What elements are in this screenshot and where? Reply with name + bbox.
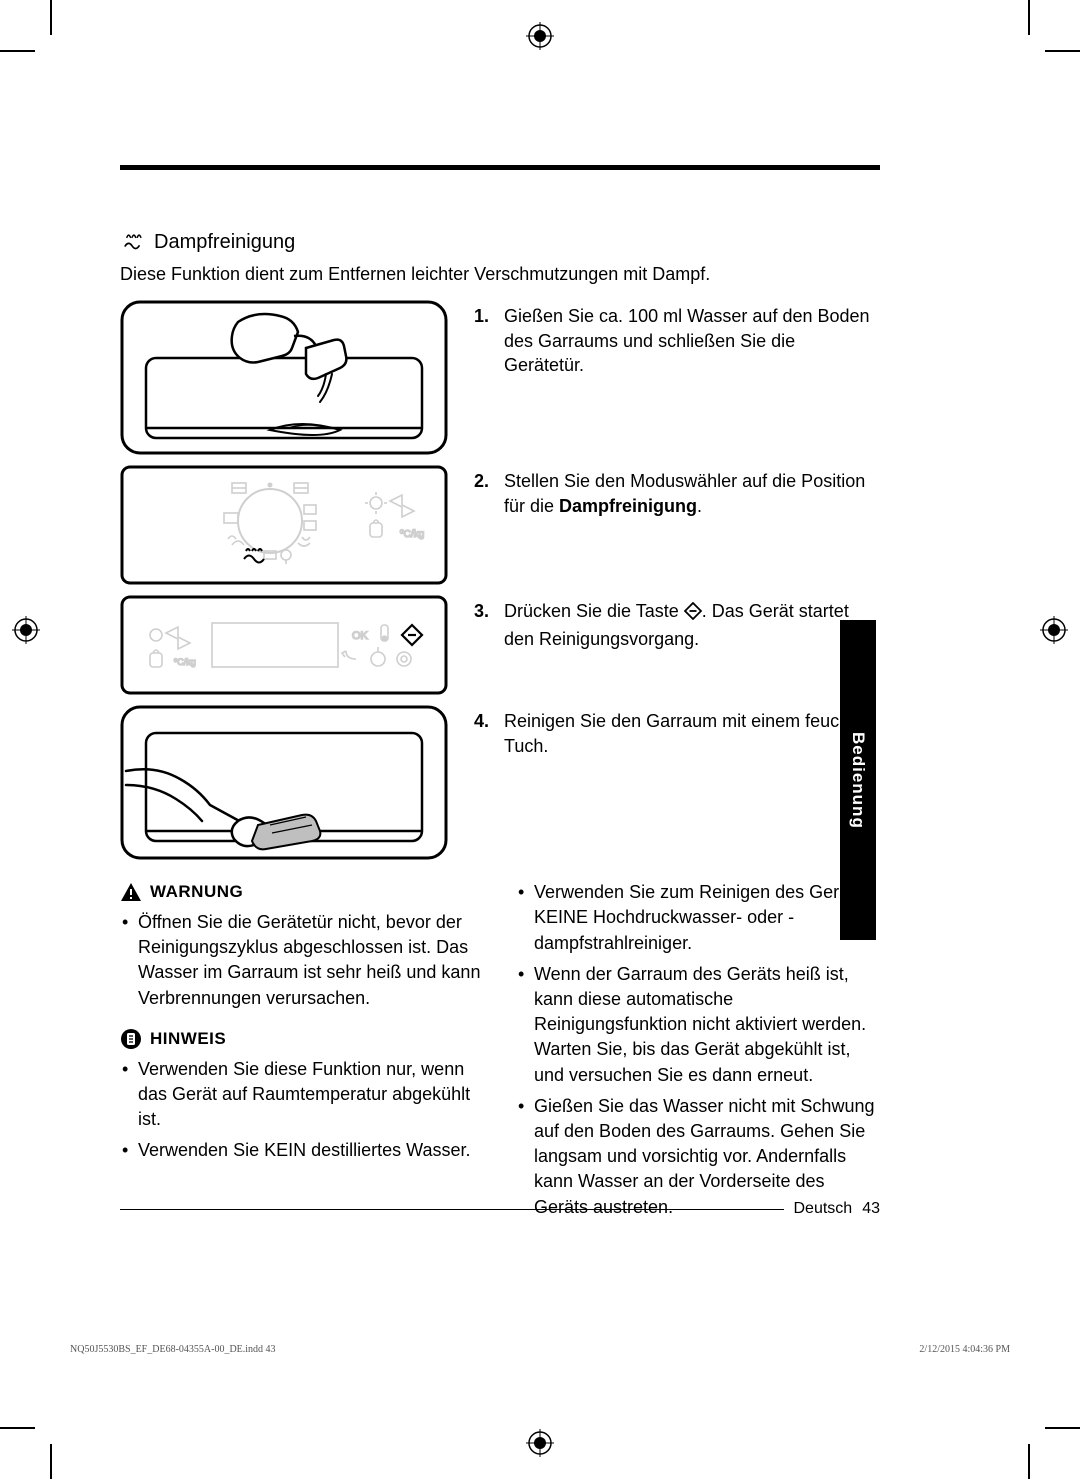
- step2-illustration: ºC/kg: [120, 465, 448, 585]
- print-timestamp: 2/12/2015 4:04:36 PM: [919, 1344, 1010, 1355]
- svg-text:ºC/kg: ºC/kg: [174, 657, 196, 667]
- step-body: Stellen Sie den Moduswähler auf die Posi…: [504, 469, 880, 518]
- note-heading: HINWEIS: [120, 1027, 484, 1051]
- step-row: ºC/kg 2. Stellen Sie den Moduswähler auf…: [120, 465, 880, 585]
- step3-illustration: ºC/kg OK: [120, 595, 448, 695]
- left-column: WARNUNG Öffnen Sie die Gerätetür nicht, …: [120, 880, 484, 1235]
- list-item: Verwenden Sie KEIN destilliertes Wasser.: [120, 1138, 484, 1163]
- step-row: 1. Gießen Sie ca. 100 ml Wasser auf den …: [120, 300, 880, 455]
- list-item: Verwenden Sie diese Funktion nur, wenn d…: [120, 1057, 484, 1133]
- registration-mark-icon: [12, 616, 40, 644]
- page-footer: Deutsch 43: [120, 1200, 880, 1218]
- list-item: Verwenden Sie zum Reinigen des Geräts KE…: [516, 880, 880, 956]
- warning-icon: [120, 881, 142, 903]
- step-number: 3.: [474, 599, 494, 651]
- page-content: Dampfreinigung Diese Funktion dient zum …: [120, 180, 880, 1236]
- section-intro: Diese Funktion dient zum Entfernen leich…: [120, 262, 880, 286]
- registration-mark-icon: [526, 22, 554, 50]
- step1-illustration: [120, 300, 448, 455]
- registration-mark-icon: [526, 1429, 554, 1457]
- warning-heading: WARNUNG: [120, 880, 484, 904]
- note-list-right: Verwenden Sie zum Reinigen des Geräts KE…: [516, 880, 880, 1219]
- footer-page: 43: [862, 1200, 880, 1218]
- list-item: Wenn der Garraum des Geräts heiß ist, ka…: [516, 962, 880, 1088]
- print-file: NQ50J5530BS_EF_DE68-04355A-00_DE.indd 43: [70, 1344, 276, 1355]
- warning-list: Öffnen Sie die Gerätetür nicht, bevor de…: [120, 910, 484, 1011]
- steps-list: 1. Gießen Sie ca. 100 ml Wasser auf den …: [120, 300, 880, 860]
- step-number: 4.: [474, 709, 494, 758]
- right-column: Verwenden Sie zum Reinigen des Geräts KE…: [516, 880, 880, 1235]
- step-body: Gießen Sie ca. 100 ml Wasser auf den Bod…: [504, 304, 880, 377]
- step-body: Drücken Sie die Taste . Das Gerät starte…: [504, 599, 880, 651]
- notes-columns: WARNUNG Öffnen Sie die Gerätetür nicht, …: [120, 880, 880, 1235]
- svg-text:ºC/kg: ºC/kg: [400, 529, 424, 540]
- page-top-rule: [120, 165, 880, 170]
- step-body: Reinigen Sie den Garraum mit einem feuch…: [504, 709, 880, 758]
- steam-icon: [120, 228, 146, 256]
- note-icon: [120, 1028, 142, 1050]
- section-title-text: Dampfreinigung: [154, 231, 295, 254]
- step-number: 2.: [474, 469, 494, 518]
- registration-mark-icon: [1040, 616, 1068, 644]
- side-tab: Bedienung: [840, 620, 876, 940]
- svg-text:OK: OK: [352, 630, 369, 642]
- list-item: Öffnen Sie die Gerätetür nicht, bevor de…: [120, 910, 484, 1011]
- step-row: ºC/kg OK: [120, 595, 880, 695]
- note-list-left: Verwenden Sie diese Funktion nur, wenn d…: [120, 1057, 484, 1164]
- print-meta: NQ50J5530BS_EF_DE68-04355A-00_DE.indd 43…: [70, 1344, 1010, 1355]
- step-row: 4. Reinigen Sie den Garraum mit einem fe…: [120, 705, 880, 860]
- step4-illustration: [120, 705, 448, 860]
- footer-lang: Deutsch: [794, 1200, 853, 1218]
- section-title: Dampfreinigung: [120, 228, 880, 256]
- start-icon: [684, 602, 702, 626]
- step-number: 1.: [474, 304, 494, 377]
